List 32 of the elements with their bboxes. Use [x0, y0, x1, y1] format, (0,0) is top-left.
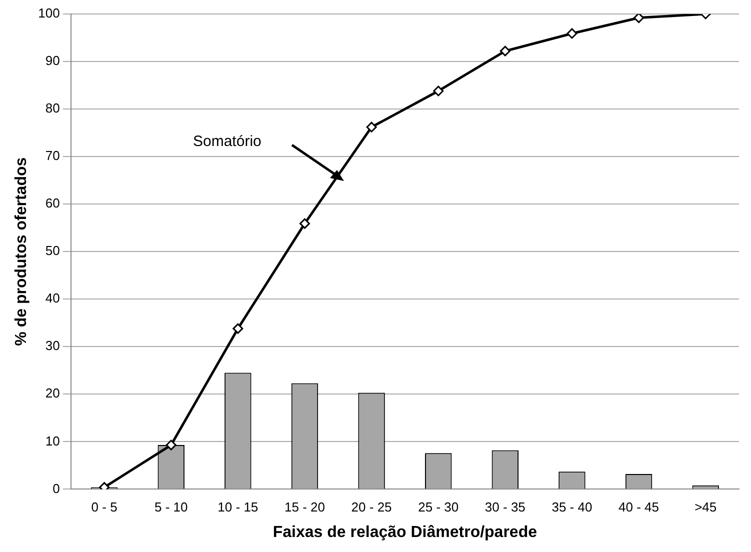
x-tick-label: 25 - 30 [418, 500, 459, 515]
y-tick-label: 20 [45, 386, 60, 401]
y-tick-label: 80 [45, 100, 60, 116]
x-tick-label: 35 - 40 [552, 500, 592, 515]
point [366, 122, 377, 132]
x-tick-label: 15 - 20 [284, 500, 325, 515]
y-tick-label: 0 [52, 480, 60, 496]
x-tick-label: 20 - 25 [351, 500, 392, 515]
y-axis-title: % de produtos ofertados [13, 157, 30, 346]
y-tick-label: 100 [38, 6, 60, 21]
x-axis-title: Faixas de relação Diâmetro/parede [272, 524, 538, 541]
point [566, 28, 578, 39]
x-tick-label: 0 - 5 [91, 500, 118, 515]
y-tick-label: 40 [45, 290, 60, 306]
point [433, 86, 444, 96]
point [500, 46, 510, 56]
x-tick-label: 10 - 15 [218, 500, 258, 515]
x-tick-label: 5 - 10 [154, 500, 188, 515]
point [634, 14, 644, 24]
y-tick-label: 60 [45, 196, 60, 211]
y-tick-label: 90 [45, 53, 60, 68]
point [232, 323, 244, 334]
y-tick-label: 70 [45, 148, 60, 164]
x-tick-label: 30 - 35 [484, 500, 526, 515]
x-tick-label: >45 [694, 500, 717, 515]
annotation: Somatório [193, 133, 262, 150]
y-tick-label: 50 [45, 243, 60, 258]
y-tick-label: 10 [45, 433, 60, 448]
x-tick-label: 40 - 45 [618, 500, 660, 515]
point [166, 440, 176, 450]
y-tick-label: 30 [45, 338, 60, 354]
point [299, 218, 310, 229]
